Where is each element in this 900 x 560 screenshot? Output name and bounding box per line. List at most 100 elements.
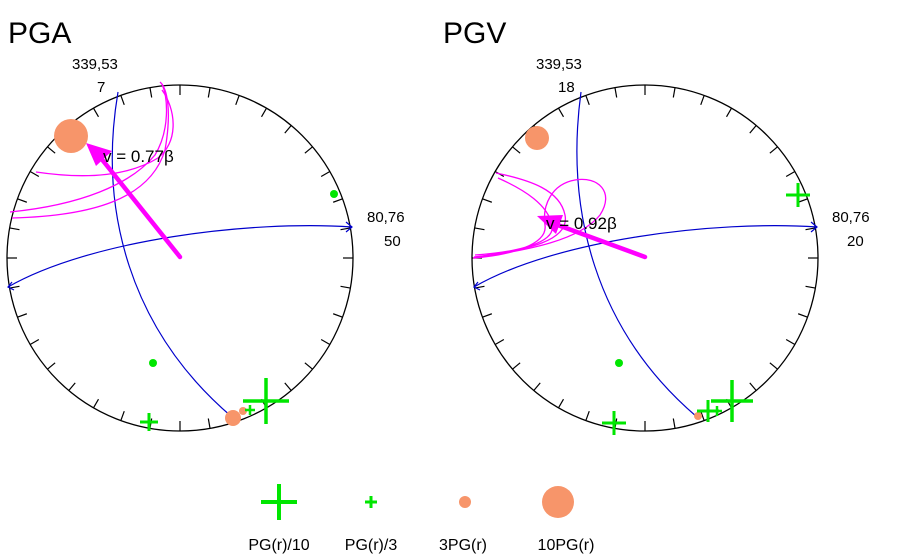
pgv-nodal-plane-tick-right [810, 221, 818, 233]
tick-mark [474, 227, 485, 231]
tick-mark [557, 398, 565, 409]
tick-mark [92, 107, 100, 118]
tick-mark [585, 410, 590, 421]
pga-contour-3 [35, 89, 174, 177]
legend-label: 10PG(r) [538, 537, 595, 554]
pga-rupture-arrow [97, 154, 183, 260]
pgv-right-label-2: 20 [847, 233, 864, 250]
tick-mark [29, 170, 40, 178]
tick-mark [533, 382, 541, 391]
tick-mark [482, 313, 493, 318]
pga-velocity-label: v = 0.77β [103, 147, 174, 166]
pgv-positive-residual-dot [615, 359, 623, 367]
pgv-rupture-arrow [552, 221, 648, 260]
pgv-tick-marks [472, 85, 818, 431]
tick-mark [482, 198, 493, 203]
tick-mark [207, 418, 211, 429]
tick-mark [332, 313, 343, 318]
pgv-negative-residual-small [694, 412, 702, 420]
tick-mark [9, 227, 20, 231]
legend-plus-small-icon [365, 496, 377, 508]
pga-negative-residual-medium [225, 410, 241, 426]
legend-label: PG(r)/3 [345, 537, 398, 554]
tick-mark [614, 87, 618, 98]
tick-mark [769, 362, 778, 370]
legend-circle-small-icon [459, 496, 471, 508]
tick-mark [9, 285, 20, 289]
tick-mark [304, 362, 313, 370]
tick-mark [120, 410, 125, 421]
tick-mark [320, 338, 331, 346]
tick-mark [585, 95, 590, 106]
tick-mark [512, 362, 521, 370]
tick-mark [29, 338, 40, 346]
pga-contour-2 [9, 83, 168, 213]
pga-positive-residual-large-plus [243, 378, 289, 424]
pgv-positive-residual-medium-plus [602, 411, 626, 435]
tick-mark [340, 285, 351, 289]
tick-mark [749, 125, 757, 134]
tick-mark [700, 410, 705, 421]
pgv-panel: PGV 339,53 18 80,76 20 v = 0.92β [443, 17, 870, 435]
pga-positive-residual-small-plus [245, 405, 255, 415]
legend-label: 3PG(r) [439, 537, 487, 554]
pgv-nodal-plane-1 [576, 91, 698, 418]
pga-title: PGA [8, 17, 71, 50]
tick-mark [557, 107, 565, 118]
legend-plus-large-icon [261, 484, 297, 520]
tick-mark [512, 146, 521, 154]
pga-right-label-1: 80,76 [367, 209, 405, 226]
pgv-title: PGV [443, 17, 506, 50]
tick-mark [320, 170, 331, 178]
tick-mark [17, 313, 28, 318]
tick-mark [749, 382, 757, 391]
legend: PG(r)/10 PG(r)/3 3PG(r) 10PG(r) [248, 484, 594, 554]
pga-rupture-arrowhead [86, 143, 112, 166]
tick-mark [332, 198, 343, 203]
tick-mark [785, 170, 796, 178]
tick-mark [68, 382, 76, 391]
pga-nodal-plane-tick-left [7, 281, 15, 291]
tick-mark [769, 146, 778, 154]
tick-mark [17, 198, 28, 203]
tick-mark [120, 95, 125, 106]
pga-top-label-2: 7 [97, 79, 105, 96]
tick-mark [725, 107, 733, 118]
pgv-right-label-1: 80,76 [832, 209, 870, 226]
tick-mark [805, 285, 816, 289]
tick-mark [672, 418, 676, 429]
legend-circle-large-icon [542, 486, 574, 518]
tick-mark [494, 338, 505, 346]
tick-mark [235, 95, 240, 106]
pgv-nodal-plane-2 [473, 225, 818, 288]
pga-positive-residual-dot [330, 190, 338, 198]
pgv-nodal-plane-tick-left [473, 281, 481, 291]
tick-mark [260, 107, 268, 118]
tick-mark [797, 313, 808, 318]
pga-positive-residual-dot [149, 359, 157, 367]
pga-panel: PGA 339,53 7 80,76 50 v = 0.77β [6, 17, 405, 432]
tick-mark [672, 87, 676, 98]
tick-mark [785, 338, 796, 346]
tick-mark [304, 146, 313, 154]
pgv-velocity-label: v = 0.92β [546, 214, 617, 233]
pgv-positive-residual-large-plus [711, 380, 753, 422]
tick-mark [284, 125, 292, 134]
tick-mark [149, 87, 153, 98]
pga-nodal-plane-2 [7, 225, 353, 288]
pgv-positive-residual-medium-plus [786, 183, 810, 207]
pgv-contour-1 [472, 178, 607, 259]
tick-mark [700, 95, 705, 106]
pgv-negative-residual-large [525, 126, 549, 150]
pgv-rupture-arrowhead [537, 215, 563, 234]
pga-negative-residual-large [54, 119, 88, 153]
pga-nodal-plane-tick-right [345, 221, 353, 233]
pgv-top-label-1: 339,53 [536, 56, 582, 73]
tick-mark [805, 227, 816, 231]
pgv-positive-residual-small-plus [712, 406, 722, 416]
pga-positive-residual-medium-plus [140, 413, 158, 431]
tick-mark [207, 87, 211, 98]
pgv-top-label-2: 18 [558, 79, 575, 96]
pga-top-label-1: 339,53 [72, 56, 118, 73]
